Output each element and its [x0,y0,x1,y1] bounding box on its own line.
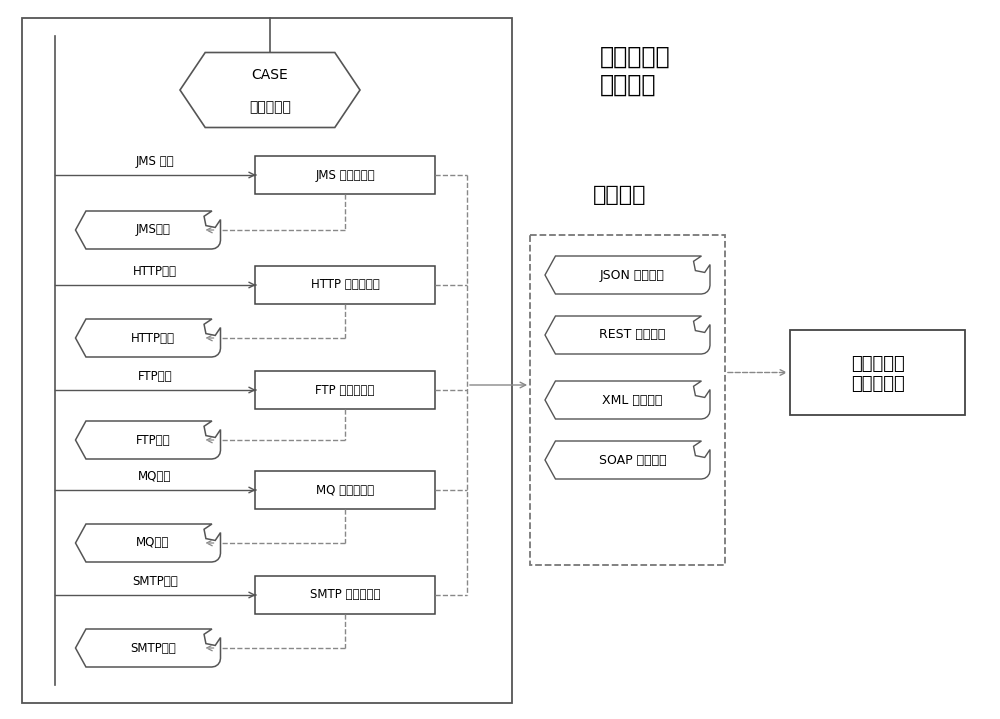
Text: 应用协议：: 应用协议： [249,100,291,114]
Text: JSON 消息队列: JSON 消息队列 [600,268,665,282]
Bar [255,266,435,304]
Bar [790,330,965,415]
Bar [255,471,435,509]
Bar [255,371,435,409]
Text: SMTP协议: SMTP协议 [132,575,178,588]
Text: SMTP会话: SMTP会话 [130,641,176,654]
Text: MQ 代理子模块: MQ 代理子模块 [316,483,374,497]
Text: 应用层协议
解析模块: 应用层协议 解析模块 [600,45,671,97]
Text: SOAP 消息队列: SOAP 消息队列 [599,454,666,467]
Polygon shape [545,441,710,479]
Bar [530,235,725,565]
Polygon shape [545,316,710,354]
Polygon shape [180,52,360,127]
Text: CASE: CASE [252,68,288,82]
Text: FTP会话: FTP会话 [136,434,170,446]
Text: JMS 协议: JMS 协议 [136,155,174,168]
Text: HTTP会话: HTTP会话 [131,331,175,344]
Polygon shape [545,256,710,294]
Text: REST 消息队列: REST 消息队列 [599,329,666,342]
Text: MQ协议: MQ协议 [138,470,172,483]
Polygon shape [76,524,220,562]
Text: MQ会话: MQ会话 [136,536,170,549]
Text: 接收端语义: 接收端语义 [851,355,904,373]
Text: 预处理模块: 预处理模块 [851,375,904,393]
Polygon shape [76,629,220,667]
Text: HTTP协议: HTTP协议 [133,265,177,278]
Text: HTTP 代理子模块: HTTP 代理子模块 [311,278,379,291]
Text: XML 消息队列: XML 消息队列 [602,393,663,406]
Bar [22,18,512,703]
Text: JMS会话: JMS会话 [136,224,170,237]
Text: SMTP 代理子模块: SMTP 代理子模块 [310,588,380,602]
Polygon shape [76,421,220,459]
Bar [255,576,435,614]
Bar [255,156,435,194]
Polygon shape [545,381,710,419]
Polygon shape [76,319,220,357]
Text: JMS 代理子模块: JMS 代理子模块 [315,168,375,181]
Text: 输入队列: 输入队列 [593,185,647,205]
Polygon shape [76,211,220,249]
Text: FTP 代理子模块: FTP 代理子模块 [315,383,375,396]
Text: FTP协议: FTP协议 [138,370,172,383]
